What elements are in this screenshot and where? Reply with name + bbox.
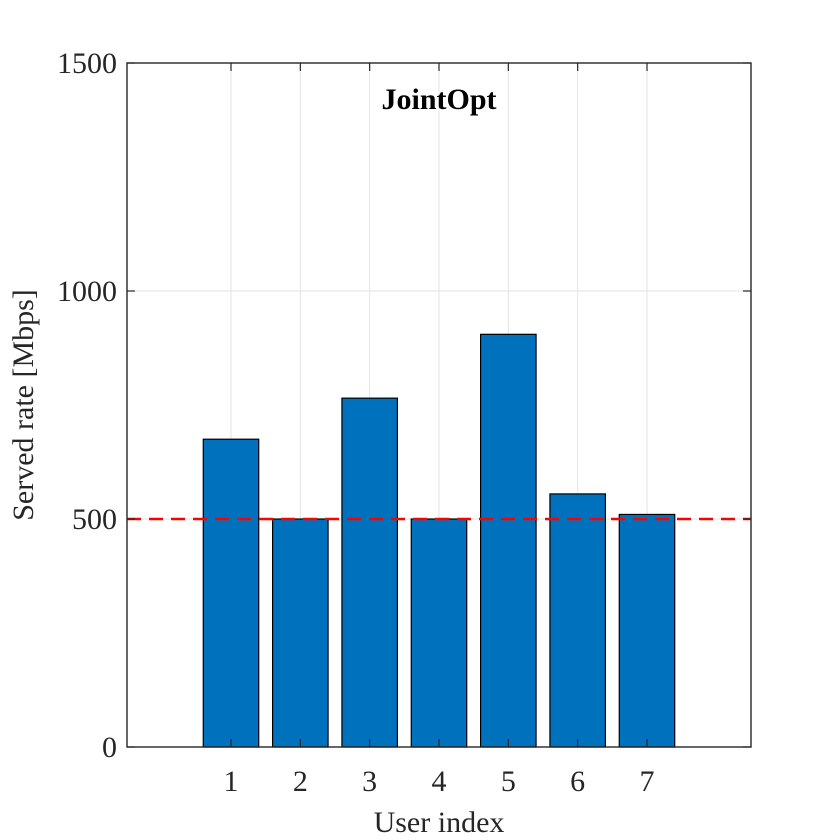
bar-user-5 [480,333,537,748]
bar-user-3 [341,397,398,748]
x-tick-label-7: 7 [640,765,655,798]
y-axis-label: Served rate [Mbps] [7,289,40,521]
y-tick-label-0: 0 [102,731,117,764]
x-tick-label-4: 4 [432,765,447,798]
chart-title: JointOpt [381,83,496,116]
x-tick-label-5: 5 [501,765,516,798]
bar-user-1 [202,438,260,748]
y-tick-label-500: 500 [72,503,117,536]
y-tick-label-1000: 1000 [57,275,117,308]
bar-user-2 [272,518,329,748]
x-axis-label: User index [374,806,505,839]
x-tick-label-2: 2 [293,765,308,798]
x-tick-label-6: 6 [570,765,585,798]
bar-user-4 [410,518,468,748]
bar-user-6 [549,493,607,748]
x-tick-label-3: 3 [362,765,377,798]
bars [202,333,676,748]
bar-user-7 [618,513,676,748]
x-tick-label-1: 1 [224,765,239,798]
tick-labels: 1 2 3 4 5 6 7 0 500 1000 1500 [57,47,655,798]
axis-ticks [127,62,751,748]
y-tick-label-1500: 1500 [57,47,117,80]
